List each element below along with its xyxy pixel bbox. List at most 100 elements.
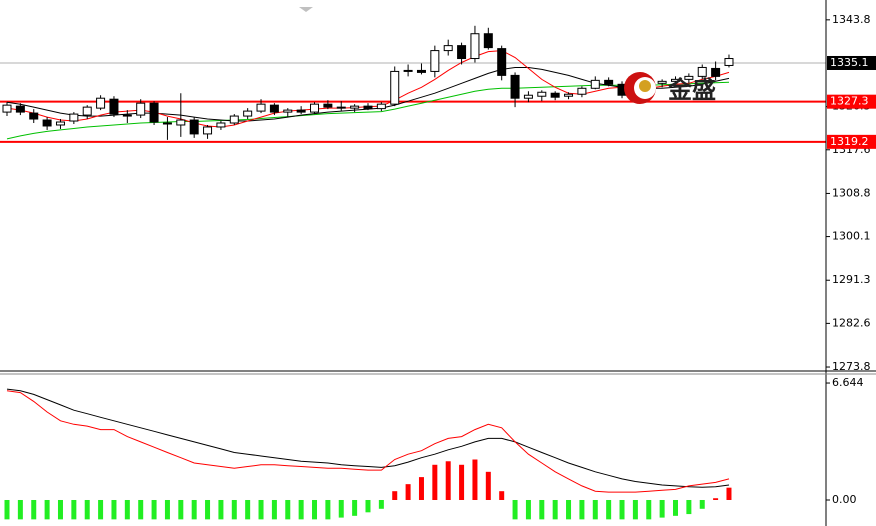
histogram-bar	[632, 499, 638, 520]
candle-body	[590, 79, 600, 89]
histogram-bar	[17, 499, 23, 520]
indicator-line	[6, 388, 730, 488]
candle-body	[376, 103, 386, 110]
candle-body	[109, 98, 119, 115]
candle-body	[537, 91, 547, 97]
histogram-bar	[432, 464, 438, 500]
candle-body	[256, 103, 266, 112]
histogram-bar	[57, 499, 63, 520]
histogram-bar	[205, 499, 211, 520]
price-label-box	[827, 55, 876, 70]
histogram-bar	[512, 499, 518, 520]
histogram-bar	[673, 499, 678, 516]
candle-body	[296, 109, 306, 113]
candle-body	[724, 58, 734, 66]
candle-body	[523, 94, 533, 99]
histogram-bar	[325, 499, 331, 520]
histogram-bar	[258, 499, 264, 520]
candle-body	[243, 110, 253, 117]
candle-body	[430, 50, 440, 72]
histogram-bar	[312, 499, 318, 520]
histogram-bar	[619, 499, 625, 520]
histogram-bar	[84, 499, 90, 520]
histogram-bar	[606, 499, 612, 520]
histogram-bar	[98, 499, 104, 520]
candle-body	[323, 103, 333, 108]
candle-body	[69, 113, 79, 122]
histogram-bar	[418, 477, 424, 500]
candle-body	[162, 122, 172, 125]
y-tick-label: 0.00	[832, 493, 857, 506]
candle-body	[269, 104, 279, 113]
histogram-bar	[686, 499, 692, 515]
histogram-bar	[4, 499, 10, 520]
candle-body	[42, 119, 52, 127]
histogram-bar	[552, 499, 558, 520]
price-label: 1327.3	[830, 95, 869, 108]
candle-body	[403, 69, 413, 72]
histogram-bar	[231, 499, 237, 520]
histogram-bar	[713, 498, 719, 500]
histogram-bar	[405, 484, 411, 500]
histogram-bar	[285, 499, 291, 520]
histogram-bar	[499, 491, 505, 500]
price-label: 1319.2	[830, 135, 869, 148]
candle-body	[96, 97, 106, 109]
logo-text: 金盛	[667, 76, 716, 104]
histogram-bar	[659, 499, 665, 518]
histogram-bar	[298, 499, 304, 520]
candle-body	[510, 74, 520, 99]
scroll-marker	[299, 7, 313, 12]
histogram-bar	[31, 499, 37, 520]
histogram-bar	[352, 499, 358, 516]
candle-body	[577, 87, 587, 95]
histogram-bar	[71, 499, 77, 520]
candle-body	[671, 78, 680, 82]
histogram-bar	[138, 499, 144, 520]
histogram-bar	[124, 499, 130, 520]
candle-body	[684, 75, 694, 80]
candle-body	[497, 48, 507, 76]
candle-body	[657, 80, 667, 84]
candle-body	[550, 92, 560, 98]
histogram-bar	[392, 491, 398, 500]
y-tick-label: 1291.3	[832, 273, 871, 286]
candle-body	[336, 106, 346, 109]
candle-body	[136, 102, 146, 116]
logo: 金盛	[624, 72, 716, 104]
y-tick-label: 6.644	[832, 376, 864, 389]
histogram-bar	[726, 487, 732, 500]
candle-body	[15, 105, 25, 113]
candle-body	[470, 33, 480, 60]
price-label: 1335.1	[830, 56, 869, 69]
candle-body	[443, 45, 453, 52]
histogram-bar	[699, 499, 705, 509]
price-label-box	[827, 134, 876, 149]
y-tick-label: 1308.8	[832, 186, 871, 199]
candle-body	[176, 119, 186, 126]
histogram-bar	[445, 461, 451, 500]
candle-body	[711, 67, 721, 77]
y-tick-label: 1343.8	[832, 13, 871, 26]
histogram-bar	[579, 499, 585, 520]
candle-body	[483, 33, 493, 49]
candle-body	[604, 79, 614, 85]
histogram-bar	[525, 499, 531, 520]
candle-body	[216, 122, 226, 128]
candle-body	[55, 121, 65, 126]
candle-body	[82, 106, 92, 116]
candle-body	[122, 114, 132, 117]
candle-body	[416, 69, 426, 73]
histogram-bar	[178, 499, 184, 520]
candle-body	[2, 104, 12, 113]
y-tick-label: 1300.1	[832, 230, 871, 243]
candle-body	[283, 109, 293, 113]
histogram-bar	[271, 499, 277, 520]
candle-body	[457, 45, 467, 60]
histogram-bar	[472, 459, 478, 500]
histogram-bar	[566, 499, 572, 520]
histogram-bar	[151, 499, 157, 520]
